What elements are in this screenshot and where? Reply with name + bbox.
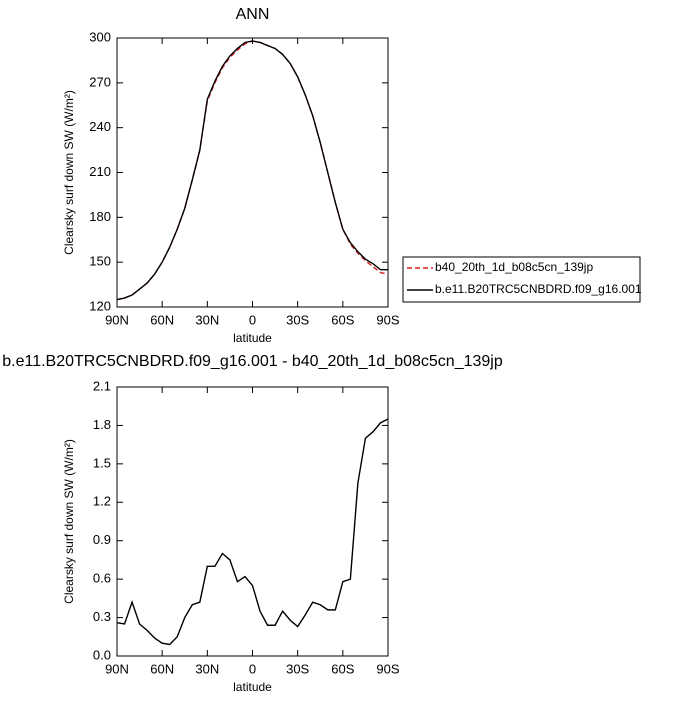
legend-label: b40_20th_1d_b08c5cn_139jp: [435, 260, 593, 274]
x-tick-label: 30S: [286, 661, 309, 676]
y-tick-label: 1.5: [93, 455, 111, 470]
y-tick-label: 150: [89, 254, 111, 269]
x-tick-label: 60S: [331, 312, 354, 327]
y-tick-label: 0.0: [93, 647, 111, 662]
y-axis-label: Clearsky surf down SW (W/m²): [62, 90, 76, 255]
y-tick-label: 120: [89, 298, 111, 313]
x-tick-label: 60N: [150, 661, 174, 676]
x-axis-label: latitude: [233, 680, 272, 694]
y-tick-label: 0.3: [93, 609, 111, 624]
x-tick-label: 30S: [286, 312, 309, 327]
y-tick-label: 270: [89, 74, 111, 89]
y-tick-label: 210: [89, 164, 111, 179]
x-tick-label: 90S: [376, 312, 399, 327]
x-tick-label: 90N: [105, 661, 129, 676]
x-tick-label: 60N: [150, 312, 174, 327]
data-line: [116, 40, 389, 301]
chart-title: b.e11.B20TRC5CNBDRD.f09_g16.001 - b40_20…: [2, 353, 503, 370]
plot-frame: [116, 37, 389, 308]
chart-title: ANN: [236, 6, 270, 23]
x-tick-label: 90S: [376, 661, 399, 676]
x-tick-label: 90N: [105, 312, 129, 327]
y-tick-label: 180: [89, 209, 111, 224]
data-line: [116, 40, 388, 301]
y-tick-label: 240: [89, 119, 111, 134]
y-axis-label: Clearsky surf down SW (W/m²): [62, 439, 76, 604]
y-tick-label: 1.8: [93, 417, 111, 432]
legend-label: b.e11.B20TRC5CNBDRD.f09_g16.001: [435, 282, 642, 296]
y-tick-label: 300: [89, 29, 111, 44]
y-tick-label: 0.6: [93, 571, 111, 586]
y-tick-label: 1.2: [93, 494, 111, 509]
x-tick-label: 30N: [195, 661, 219, 676]
data-line: [116, 418, 389, 646]
y-tick-label: 0.9: [93, 532, 111, 547]
x-tick-label: 0: [249, 661, 256, 676]
x-tick-label: 60S: [331, 661, 354, 676]
x-tick-label: 0: [249, 312, 256, 327]
y-tick-label: 2.1: [93, 378, 111, 393]
legend-box: [402, 256, 641, 303]
x-tick-label: 30N: [195, 312, 219, 327]
x-axis-label: latitude: [233, 331, 272, 345]
plot-frame: [116, 386, 389, 657]
